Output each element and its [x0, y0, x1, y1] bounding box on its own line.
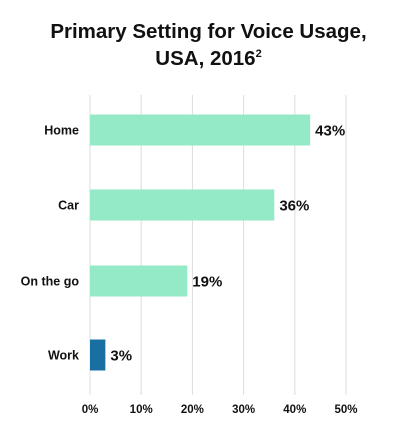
- bar-work: [90, 339, 106, 371]
- x-tick-label-0: 0%: [82, 404, 99, 416]
- value-label-car: 36%: [279, 198, 309, 215]
- value-label-home: 43%: [315, 123, 345, 140]
- bars: [90, 114, 311, 371]
- value-label-on-the-go: 19%: [192, 274, 222, 291]
- category-label-on-the-go: On the go: [21, 275, 80, 289]
- value-label-work: 3%: [110, 348, 132, 365]
- x-tick-label-10: 10%: [130, 404, 153, 416]
- bar-home: [90, 114, 311, 146]
- chart-title: Primary Setting for Voice Usage, USA, 20…: [0, 18, 417, 72]
- x-axis-ticks: 0% 10% 20% 30% 40% 50%: [82, 404, 358, 416]
- x-tick-label-50: 50%: [334, 404, 357, 416]
- bar-on-the-go: [90, 265, 188, 297]
- category-label-car: Car: [58, 199, 79, 213]
- category-label-home: Home: [44, 124, 79, 138]
- category-label-work: Work: [48, 349, 79, 363]
- bar-car: [90, 189, 275, 221]
- x-tick-label-30: 30%: [232, 404, 255, 416]
- value-labels: 43% 36% 19% 3%: [110, 123, 345, 365]
- x-tick-label-40: 40%: [283, 404, 306, 416]
- x-tick-label-20: 20%: [181, 404, 204, 416]
- title-line-2: USA, 2016: [155, 47, 256, 70]
- category-labels: Home Car On the go Work: [21, 124, 80, 363]
- title-footnote-marker: 2: [255, 48, 262, 61]
- title-line-1: Primary Setting for Voice Usage,: [50, 20, 367, 43]
